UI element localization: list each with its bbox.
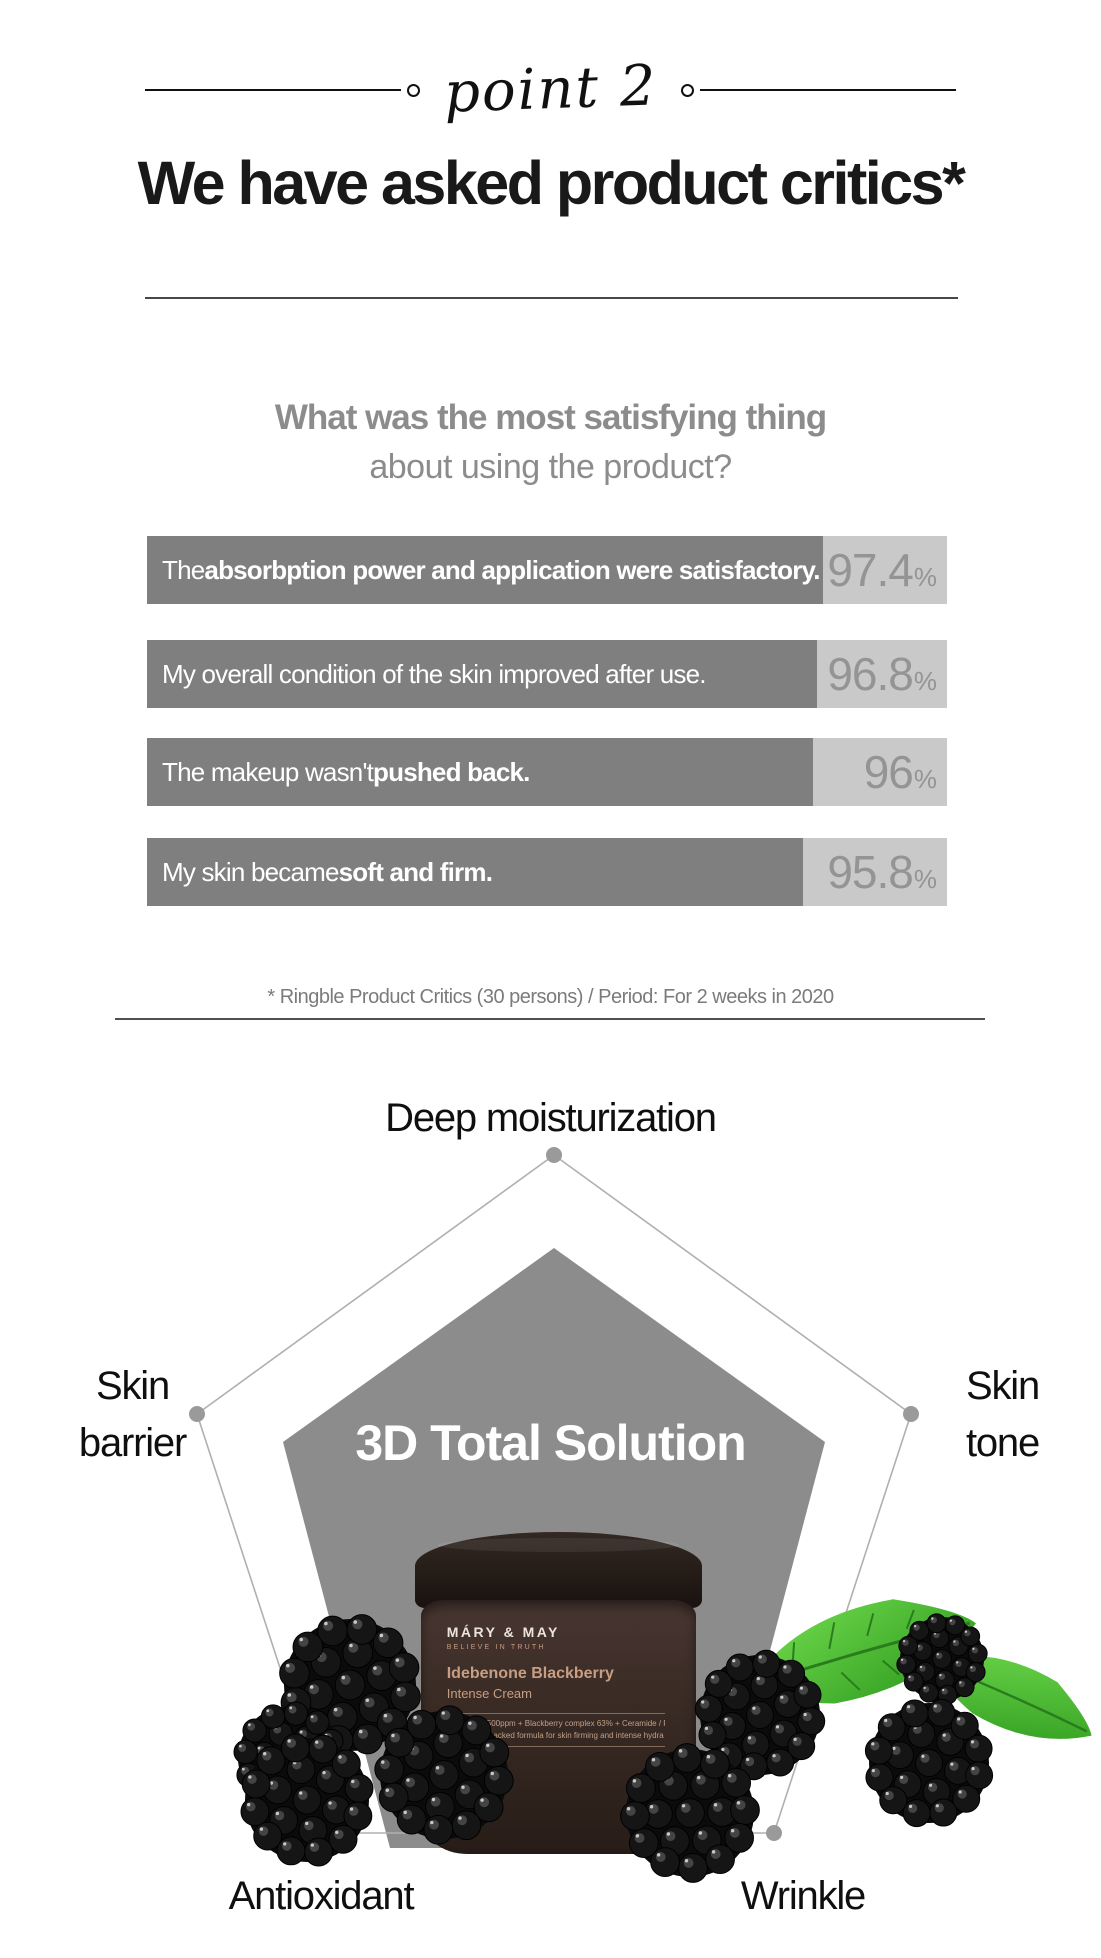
radar-axis-skin-barrier: Skin barrier [40, 1358, 225, 1472]
bar-fill [147, 640, 817, 708]
bar-fill [147, 738, 813, 806]
bar-value-number: 96 [863, 746, 914, 798]
percent-sign: % [913, 864, 937, 894]
bar-value: 95.8% [827, 838, 937, 906]
section-divider [115, 1018, 985, 1020]
bar-value: 96% [864, 738, 937, 806]
bar-value: 97.4% [827, 536, 937, 604]
axis-label-line: barrier [78, 1420, 187, 1465]
bar-row: The absorbption power and application we… [147, 536, 947, 604]
bar-value-number: 95.8 [827, 846, 914, 898]
bar-label: My skin became soft and firm. [162, 838, 493, 906]
blackberries-front [240, 1599, 1092, 1883]
point-label: point 2 [442, 53, 659, 126]
radar-chart-section: MÁRY & MAY BELIEVE IN TRUTH Idebenone Bl… [0, 1058, 1101, 1958]
axis-label-line: Skin [95, 1364, 170, 1408]
bar-row: The makeup wasn't pushed back. 96% [147, 738, 947, 806]
bar-row: My overall condition of the skin improve… [147, 640, 947, 708]
radar-axis-wrinkle: Wrinkle [740, 1874, 866, 1918]
percent-sign: % [913, 764, 937, 794]
point-header: point 2 [0, 53, 1101, 126]
jar-label: MÁRY & MAY BELIEVE IN TRUTH Idebenone Bl… [446, 1624, 665, 1747]
right-divider-dot-icon [681, 83, 695, 97]
bar-label: My overall condition of the skin improve… [162, 640, 706, 708]
bar-label-bold: pushed back. [373, 756, 530, 787]
bar-label-regular: My skin became [162, 856, 339, 887]
radar-axis-skin-tone: Skin tone [915, 1358, 1090, 1472]
product-description: Idebenone 500ppm + Blackberry complex 63… [446, 1713, 665, 1747]
radar-axis-antioxidant: Antioxidant [228, 1874, 415, 1918]
right-divider-line [700, 89, 957, 91]
brand-name: MÁRY & MAY [446, 1624, 560, 1640]
product-name-line2: Intense Cream [446, 1686, 532, 1701]
radar-axis-deep-moisturization: Deep moisturization [385, 1096, 717, 1140]
bar-fill [147, 536, 823, 604]
radar-center-label: 3D Total Solution [355, 1415, 746, 1471]
bar-label-bold: soft and firm. [338, 856, 493, 887]
axis-label-line: Skin [965, 1364, 1040, 1408]
page-title: We have asked product critics* [137, 149, 966, 217]
bar-value: 96.8% [827, 640, 937, 708]
bar-label-regular: The [162, 554, 205, 585]
bar-label: The absorbption power and application we… [162, 536, 820, 604]
survey-question-line2: about using the product? [369, 448, 732, 486]
bar-label-regular: The makeup wasn't [162, 756, 374, 787]
jar-lid [415, 1532, 702, 1608]
left-divider-dot-icon [406, 83, 420, 97]
product-name-line1: Idebenone Blackberry [446, 1665, 614, 1682]
bar-fill [147, 838, 803, 906]
percent-sign: % [913, 562, 937, 592]
survey-question-line1: What was the most satisfying thing [274, 398, 827, 437]
product-description-line1: Idebenone 500ppm + Blackberry complex 63… [446, 1719, 665, 1728]
bar-label: The makeup wasn't pushed back. [162, 738, 530, 806]
axis-label-line: tone [965, 1420, 1040, 1465]
bar-value-number: 97.4 [827, 544, 914, 596]
left-divider-line [144, 89, 401, 91]
percent-sign: % [913, 666, 937, 696]
brand-tagline: BELIEVE IN TRUTH [446, 1644, 546, 1651]
bar-label-bold: absorbption power and application were s… [204, 554, 820, 585]
bar-value-number: 96.8 [827, 648, 914, 700]
survey-footnote: * Ringble Product Critics (30 persons) /… [267, 986, 834, 1008]
title-underline [145, 297, 958, 299]
bar-row: My skin became soft and firm. 95.8% [147, 838, 947, 906]
product-description-line2: Antioxidant-packed formula for skin firm… [446, 1731, 664, 1740]
bar-label-regular: My overall condition of the skin improve… [162, 658, 706, 689]
